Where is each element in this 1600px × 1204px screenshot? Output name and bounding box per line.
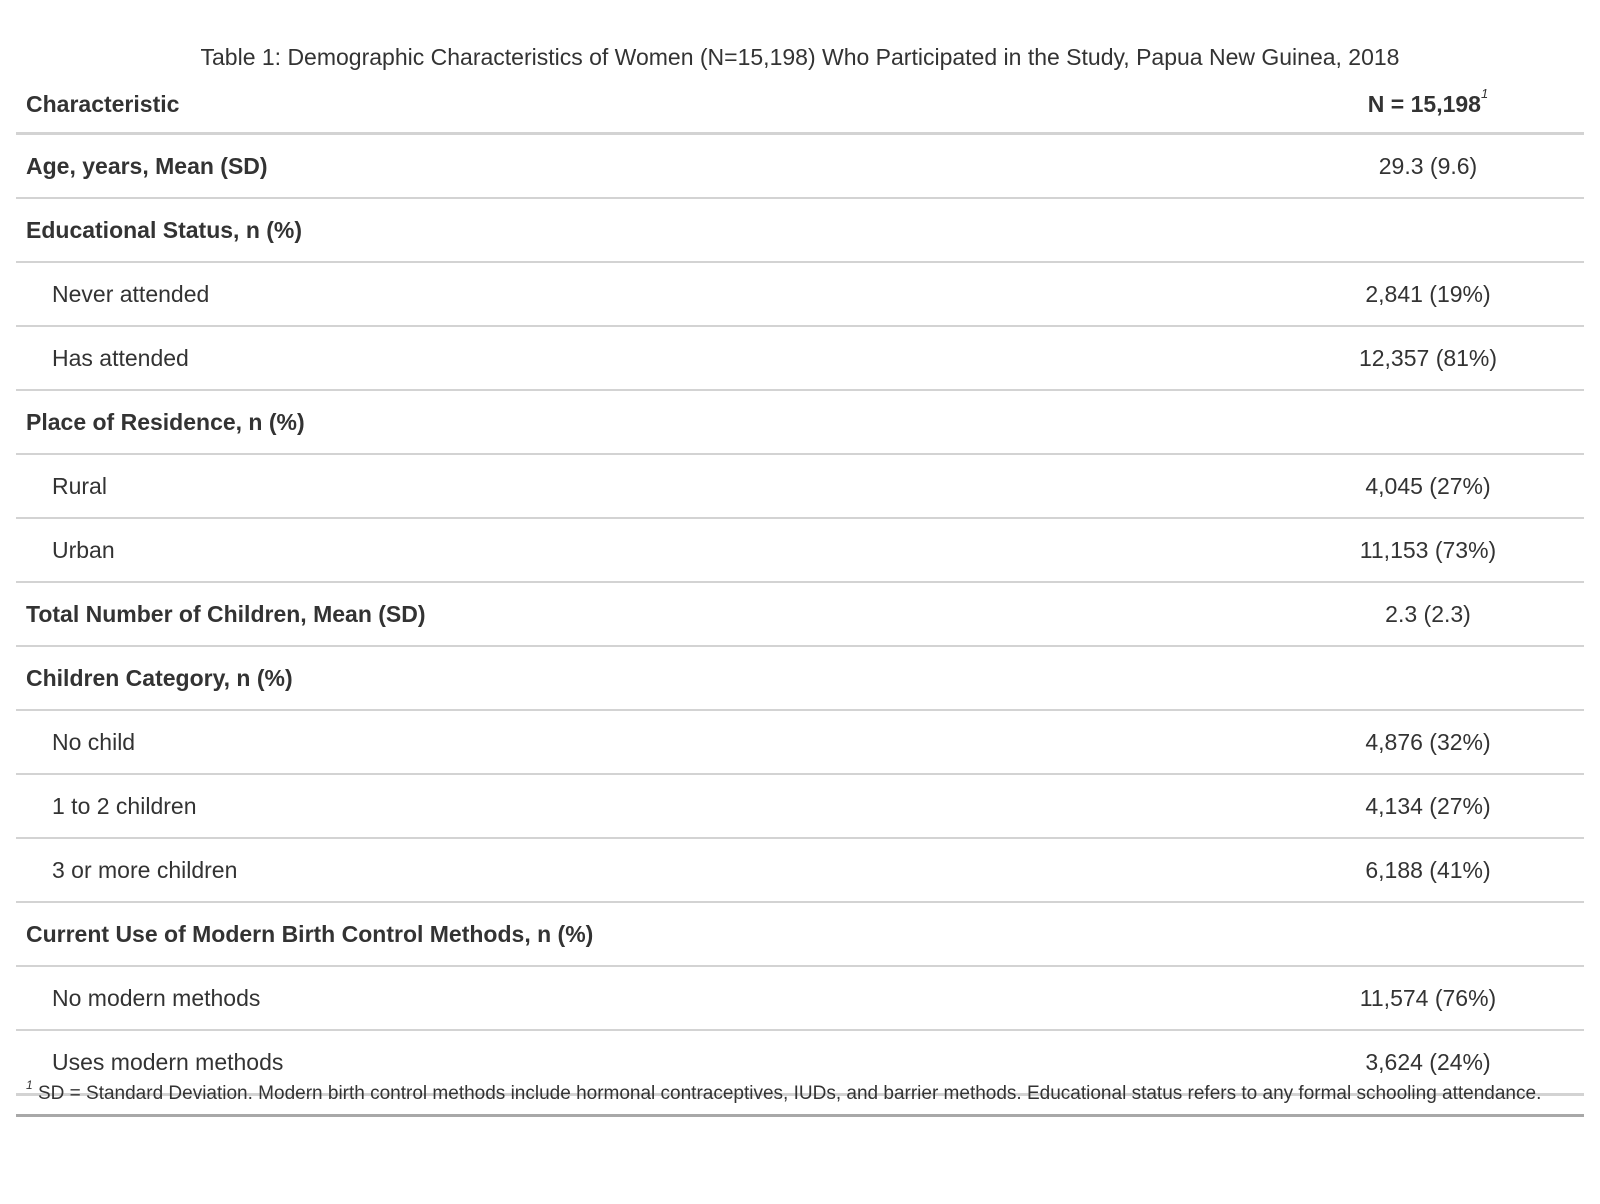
row-group-label: Educational Status, n (%) — [16, 198, 1272, 263]
row-group-label: Total Number of Children, Mean (SD) — [16, 582, 1272, 647]
table-row: Current Use of Modern Birth Control Meth… — [16, 902, 1584, 967]
row-value: 4,045 (27%) — [1272, 454, 1584, 519]
table-row: No child 4,876 (32%) — [16, 710, 1584, 775]
demographics-table: Characteristic N = 15,1981 Age, years, M… — [16, 76, 1584, 1096]
table-row: Place of Residence, n (%) — [16, 390, 1584, 455]
footnote-mark: 1 — [1480, 85, 1489, 101]
row-value: 12,357 (81%) — [1272, 326, 1584, 391]
table-row: Total Number of Children, Mean (SD) 2.3 (… — [16, 582, 1584, 647]
table-row: Children Category, n (%) — [16, 646, 1584, 711]
row-level-label: 3 or more children — [16, 838, 1272, 903]
table-header-row: Characteristic N = 15,1981 — [16, 76, 1584, 135]
row-value: 2.3 (2.3) — [1272, 582, 1584, 647]
column-header-characteristic: Characteristic — [16, 76, 1272, 135]
row-value: 4,876 (32%) — [1272, 710, 1584, 775]
table-row: Age, years, Mean (SD) 29.3 (9.6) — [16, 133, 1584, 199]
row-level-label: Uses modern methods — [16, 1030, 1272, 1096]
table-row: Rural 4,045 (27%) — [16, 454, 1584, 519]
row-value: 6,188 (41%) — [1272, 838, 1584, 903]
row-value — [1272, 390, 1584, 455]
table-row: Educational Status, n (%) — [16, 198, 1584, 263]
column-header-n-text: N = 15,198 — [1367, 90, 1481, 117]
footnote-text: SD = Standard Deviation. Modern birth co… — [37, 1083, 1542, 1104]
table-footnote: 1 SD = Standard Deviation. Modern birth … — [16, 1079, 1584, 1117]
row-value: 11,574 (76%) — [1272, 966, 1584, 1031]
row-level-label: Never attended — [16, 262, 1272, 327]
table-row: Uses modern methods 3,624 (24%) — [16, 1030, 1584, 1096]
table-caption: Table 1: Demographic Characteristics of … — [200, 44, 1400, 70]
row-value: 3,624 (24%) — [1272, 1030, 1584, 1096]
row-value: 2,841 (19%) — [1272, 262, 1584, 327]
row-value — [1272, 902, 1584, 967]
row-group-label: Place of Residence, n (%) — [16, 390, 1272, 455]
row-value: 4,134 (27%) — [1272, 774, 1584, 839]
table-row: Has attended 12,357 (81%) — [16, 326, 1584, 391]
table-body: Age, years, Mean (SD) 29.3 (9.6) Education… — [16, 133, 1584, 1096]
row-level-label: Urban — [16, 518, 1272, 583]
footnote-mark: 1 — [26, 1078, 33, 1092]
table-row: Urban 11,153 (73%) — [16, 518, 1584, 583]
row-group-label: Current Use of Modern Birth Control Meth… — [16, 902, 1272, 967]
row-level-label: No child — [16, 710, 1272, 775]
row-level-label: Rural — [16, 454, 1272, 519]
table-row: 3 or more children 6,188 (41%) — [16, 838, 1584, 903]
row-level-label: Has attended — [16, 326, 1272, 391]
row-value: 29.3 (9.6) — [1272, 133, 1584, 199]
row-level-label: No modern methods — [16, 966, 1272, 1031]
table-row: Never attended 2,841 (19%) — [16, 262, 1584, 327]
row-group-label: Age, years, Mean (SD) — [16, 133, 1272, 199]
row-value — [1272, 646, 1584, 711]
table-row: 1 to 2 children 4,134 (27%) — [16, 774, 1584, 839]
row-group-label: Children Category, n (%) — [16, 646, 1272, 711]
column-header-n: N = 15,1981 — [1272, 76, 1584, 135]
row-level-label: 1 to 2 children — [16, 774, 1272, 839]
row-value — [1272, 198, 1584, 263]
table-row: No modern methods 11,574 (76%) — [16, 966, 1584, 1031]
row-value: 11,153 (73%) — [1272, 518, 1584, 583]
